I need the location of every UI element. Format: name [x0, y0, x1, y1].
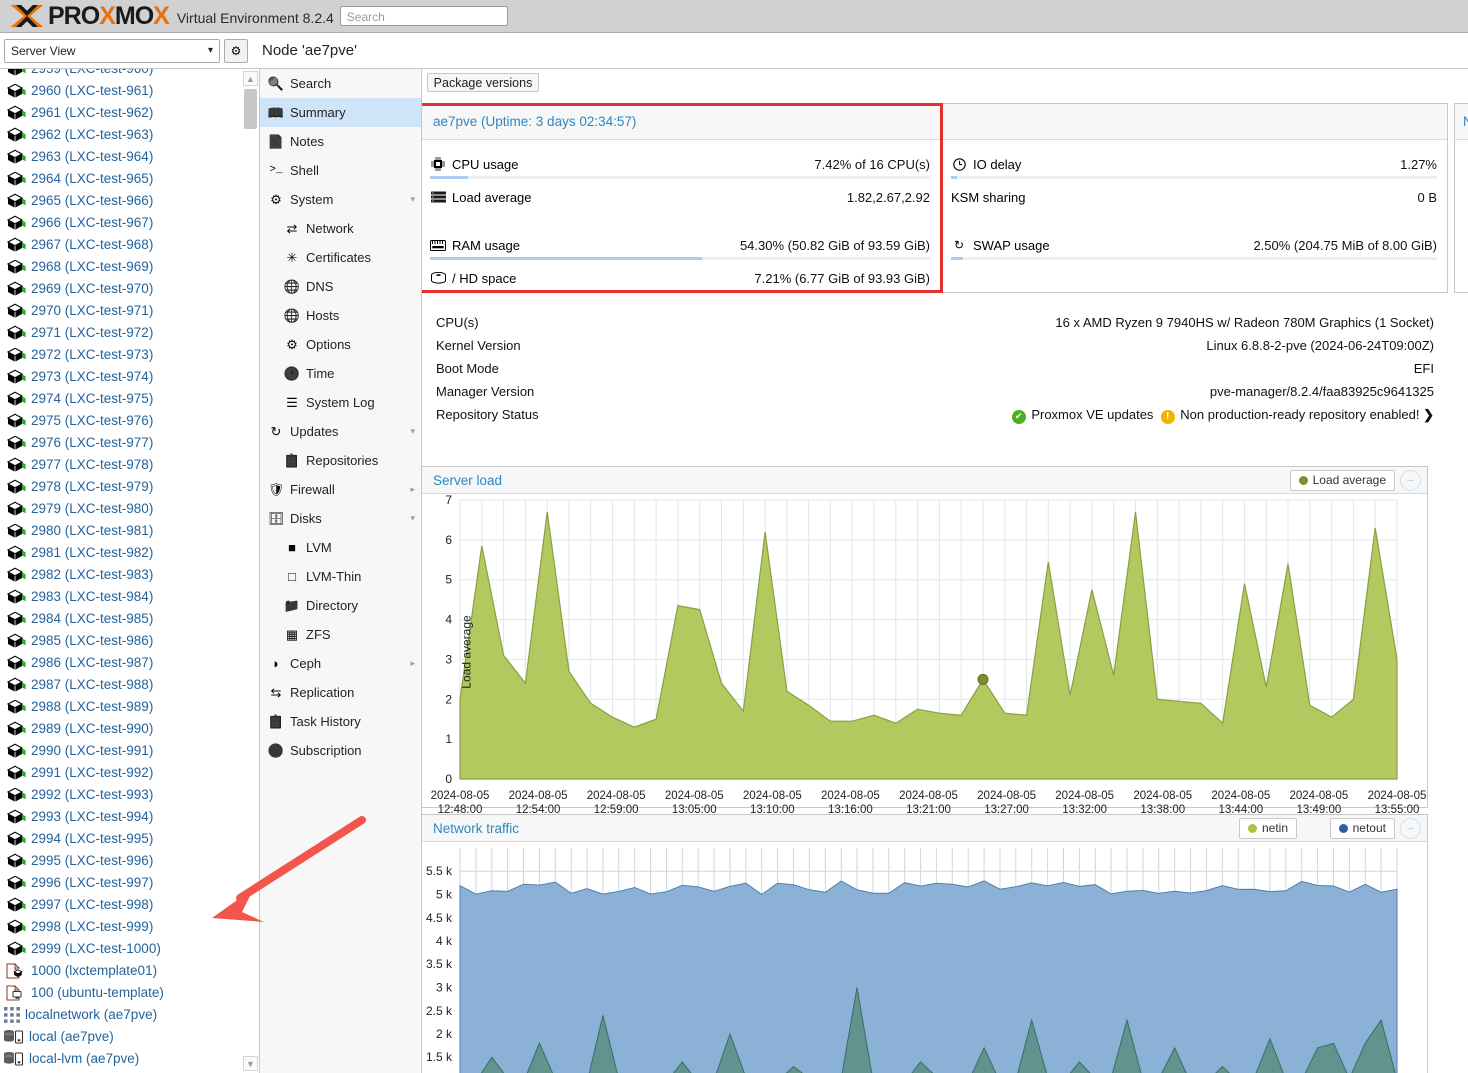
svg-text:7: 7 — [445, 493, 452, 507]
svg-text:5.5 k: 5.5 k — [426, 864, 453, 878]
svg-text:5 k: 5 k — [436, 888, 453, 902]
svg-text:3 k: 3 k — [436, 981, 453, 995]
svg-text:2.5 k: 2.5 k — [426, 1004, 453, 1018]
svg-text:2 k: 2 k — [436, 1027, 453, 1041]
svg-text:4: 4 — [445, 613, 452, 627]
svg-text:4 k: 4 k — [436, 934, 453, 948]
svg-text:4.5 k: 4.5 k — [426, 911, 453, 925]
svg-text:5: 5 — [445, 573, 452, 587]
svg-text:2: 2 — [445, 692, 452, 706]
svg-text:1.5 k: 1.5 k — [426, 1050, 453, 1064]
svg-text:3.5 k: 3.5 k — [426, 957, 453, 971]
svg-text:0: 0 — [445, 772, 452, 786]
svg-text:3: 3 — [445, 652, 452, 666]
svg-text:1: 1 — [445, 732, 452, 746]
svg-text:6: 6 — [445, 533, 452, 547]
